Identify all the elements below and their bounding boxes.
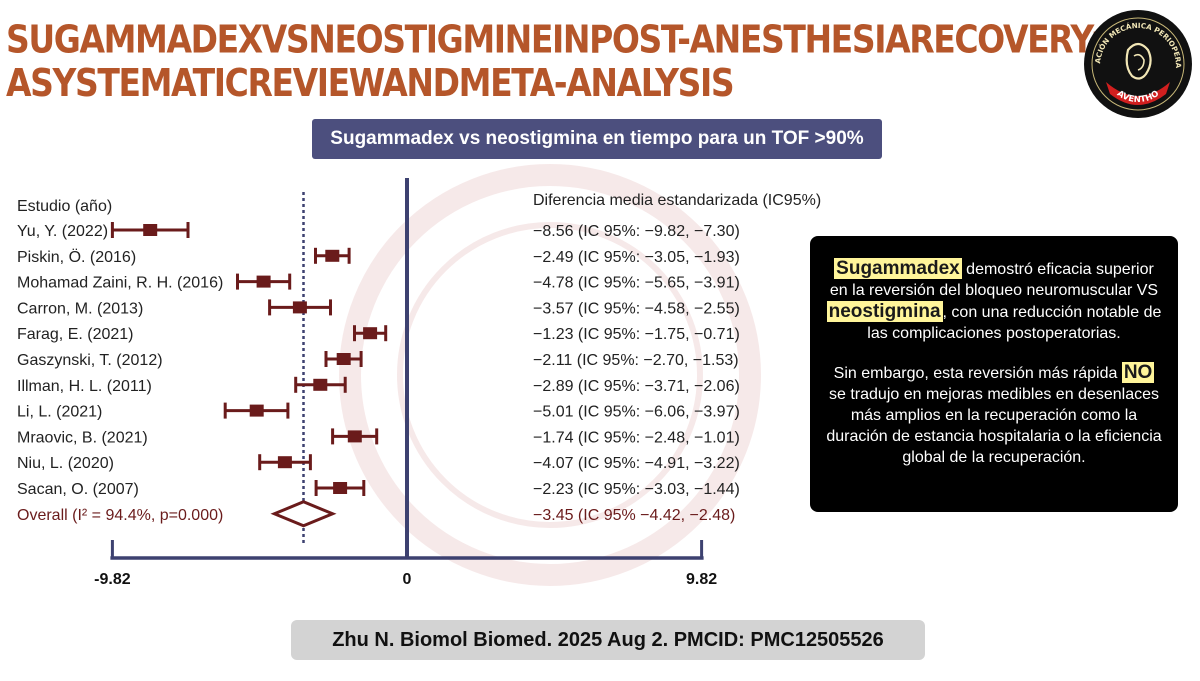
overall-name: Overall (I² = 94.4%, p=0.000)	[17, 507, 223, 524]
point-estimate	[325, 249, 340, 262]
study-name: Illman, H. L. (2011)	[17, 378, 152, 395]
point-estimate	[347, 430, 362, 443]
highlight-neostigmina: neostigmina	[826, 301, 943, 322]
conclusion-paragraph-2: Sin embargo, esta reversión más rápida N…	[824, 362, 1164, 468]
study-name: Li, L. (2021)	[17, 404, 102, 421]
overall-diamond	[270, 500, 337, 528]
study-row: Li, L. (2021) −5.01 (IC 95%: −6.06, −3.97…	[17, 402, 740, 421]
study-smd-value: −2.49 (IC 95%: −3.05, −1.93)	[533, 249, 740, 266]
comparison-banner: Sugammadex vs neostigmina en tiempo para…	[312, 119, 882, 159]
study-smd-value: −2.11 (IC 95%: −2.70, −1.53)	[533, 352, 739, 369]
logo-text-bottom: AVENTHO	[1115, 89, 1161, 105]
point-estimate	[277, 456, 292, 469]
study-row: Mohamad Zaini, R. H. (2016) −4.78 (IC 95%…	[17, 273, 740, 292]
study-name: Niu, L. (2020)	[17, 455, 114, 472]
smd-column-header: Diferencia media estandarizada (IC95%)	[533, 192, 821, 209]
point-estimate	[292, 301, 307, 314]
study-name: Mohamad Zaini, R. H. (2016)	[17, 275, 223, 292]
title-line-2: ASYSTEMATICREVIEWANDMETA-ANALYSIS	[6, 60, 735, 106]
point-estimate	[336, 353, 351, 365]
highlight-no: NO	[1121, 362, 1155, 383]
highlight-sugammadex: Sugammadex	[834, 258, 962, 279]
study-smd-value: −8.56 (IC 95%: −9.82, −7.30)	[533, 223, 740, 240]
study-smd-value: −4.78 (IC 95%: −5.65, −3.91)	[533, 275, 740, 292]
study-row: Gaszynski, T. (2012) −2.11 (IC 95%: −2.70…	[17, 351, 739, 369]
overall-row: Overall (I² = 94.4%, p=0.000) −3.45 (IC 9…	[17, 500, 735, 528]
point-estimate	[249, 404, 264, 417]
study-row: Niu, L. (2020) −4.07 (IC 95%: −4.91, −3.2…	[17, 454, 740, 472]
study-row: Sacan, O. (2007) −2.23 (IC 95%: −3.03, −1…	[17, 480, 740, 498]
x-tick-label-2: 9.82	[686, 571, 717, 588]
study-row: Farag, E. (2021) −1.23 (IC 95%: −1.75, −0…	[17, 325, 740, 343]
conclusion-paragraph-1: Sugammadex demostró eficacia superior en…	[824, 258, 1164, 344]
study-name: Carron, M. (2013)	[17, 300, 143, 317]
x-tick-label-0: -9.82	[94, 571, 131, 588]
study-name: Yu, Y. (2022)	[17, 223, 108, 240]
study-smd-value: −1.74 (IC 95%: −2.48, −1.01)	[533, 429, 740, 446]
ventilation-logo-icon: VENTILACIÓN MECÁNICA PERIOPERATORIA AVEN…	[1084, 10, 1192, 118]
study-smd-value: −5.01 (IC 95%: −6.06, −3.97)	[533, 404, 740, 421]
conclusion-text-1a: demostró eficacia superior en la reversi…	[829, 261, 1159, 299]
point-estimate	[363, 327, 378, 340]
conclusion-text-2b: se tradujo en mejoras medibles en desenl…	[826, 386, 1162, 466]
study-row: Piskin, Ö. (2016) −2.49 (IC 95%: −3.05, −…	[17, 248, 740, 266]
conclusion-text-2a: Sin embargo, esta reversión más rápida	[833, 365, 1122, 382]
point-estimate	[333, 482, 348, 494]
study-row: Mraovic, B. (2021) −1.74 (IC 95%: −2.48, …	[17, 428, 740, 446]
study-name: Sacan, O. (2007)	[17, 481, 139, 498]
conclusion-box: Sugammadex demostró eficacia superior en…	[810, 236, 1178, 512]
point-estimate	[143, 224, 158, 236]
study-name: Piskin, Ö. (2016)	[17, 248, 136, 266]
citation: Zhu N. Biomol Biomed. 2025 Aug 2. PMCID:…	[291, 620, 925, 660]
svg-text:AVENTHO: AVENTHO	[1115, 89, 1161, 105]
title-line-1: SUGAMMADEXVSNEOSTIGMINEINPOST-ANESTHESIA…	[6, 16, 1103, 62]
point-estimate	[313, 378, 328, 391]
overall-smd-value: −3.45 (IC 95% −4.42, −2.48)	[533, 507, 735, 524]
study-row: Yu, Y. (2022) −8.56 (IC 95%: −9.82, −7.30…	[17, 222, 740, 240]
study-smd-value: −2.23 (IC 95%: −3.03, −1.44)	[533, 481, 740, 498]
study-row: Illman, H. L. (2011) −2.89 (IC 95%: −3.71…	[17, 376, 740, 395]
x-tick-label-1: 0	[403, 571, 412, 588]
point-estimate	[256, 275, 271, 288]
study-name: Farag, E. (2021)	[17, 326, 134, 343]
study-smd-value: −3.57 (IC 95%: −4.58, −2.55)	[533, 300, 740, 317]
study-column-header: Estudio (año)	[17, 198, 112, 215]
study-smd-value: −2.89 (IC 95%: −3.71, −2.06)	[533, 378, 740, 395]
conclusion-text-1b: , con una reducción notable de las compl…	[867, 304, 1162, 342]
study-smd-value: −4.07 (IC 95%: −4.91, −3.22)	[533, 455, 740, 472]
study-name: Mraovic, B. (2021)	[17, 429, 148, 446]
study-smd-value: −1.23 (IC 95%: −1.75, −0.71)	[533, 326, 740, 343]
study-row: Carron, M. (2013) −3.57 (IC 95%: −4.58, −…	[17, 299, 740, 317]
page-title: SUGAMMADEXVSNEOSTIGMINEINPOST-ANESTHESIA…	[6, 16, 1103, 106]
study-name: Gaszynski, T. (2012)	[17, 352, 163, 369]
